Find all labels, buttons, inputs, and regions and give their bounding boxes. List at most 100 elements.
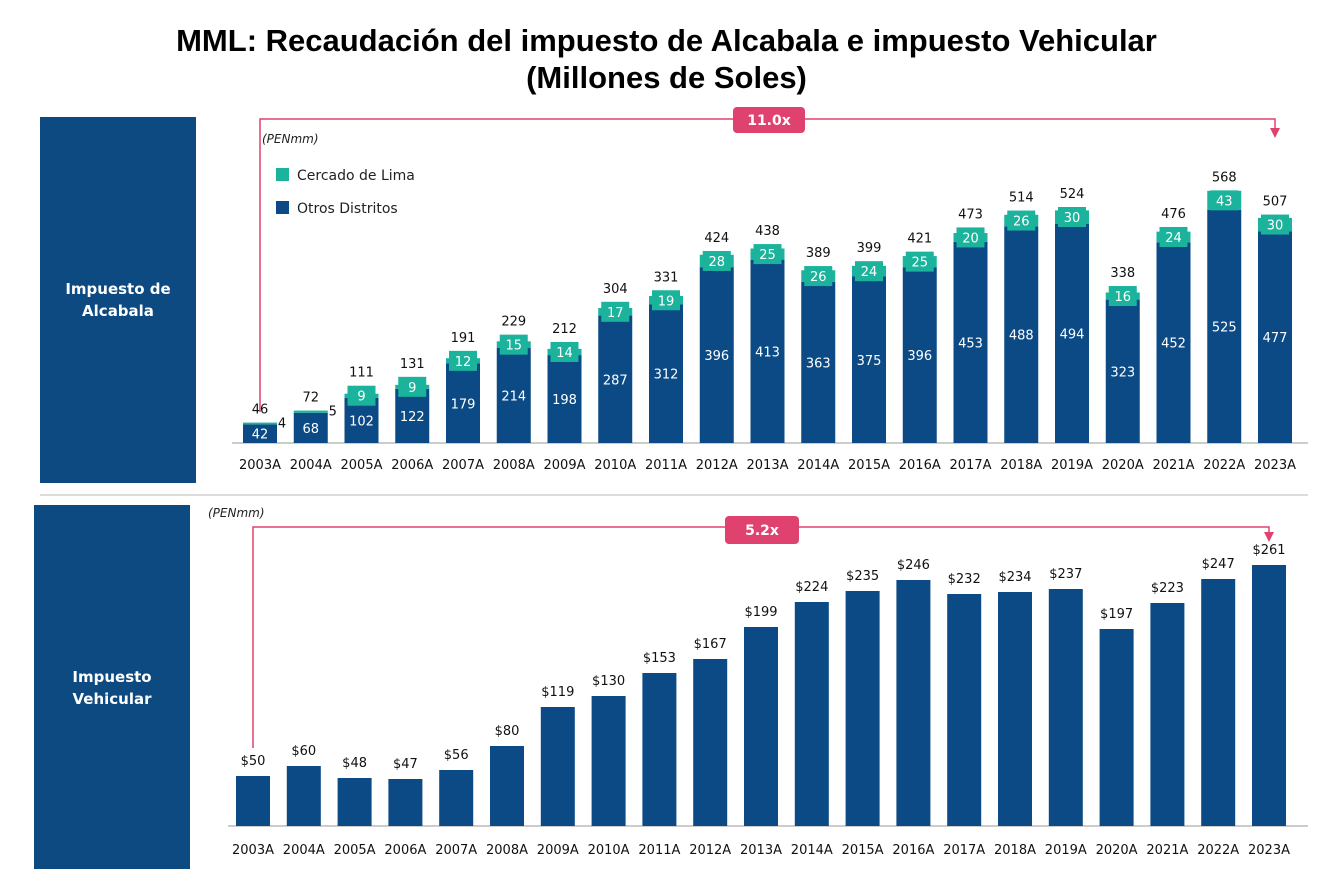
data-label-cercado: 30 bbox=[1267, 219, 1284, 234]
bar-otros-distritos bbox=[649, 304, 683, 443]
multiplier-badge-alcabala bbox=[733, 107, 805, 133]
bar-otros-distritos bbox=[496, 347, 531, 443]
data-label-otros: 68 bbox=[302, 422, 319, 437]
multiplier-label-alcabala: 11.0x bbox=[747, 113, 791, 129]
data-label-otros: 396 bbox=[907, 349, 932, 364]
bar-otros-distritos bbox=[1258, 231, 1292, 443]
data-label-cercado: 26 bbox=[810, 270, 827, 285]
bar-otros-distritos bbox=[953, 241, 988, 443]
data-label-otros: 287 bbox=[603, 373, 628, 388]
data-label-total: 46 bbox=[252, 403, 269, 418]
data-label-total: 191 bbox=[451, 331, 476, 346]
data-label-cercado: 19 bbox=[658, 294, 675, 309]
x-tick-label: 2019A bbox=[1045, 843, 1087, 858]
x-tick-label: 2013A bbox=[747, 458, 789, 473]
data-label-cercado: 24 bbox=[1165, 231, 1182, 246]
data-label-vehicular: $223 bbox=[1151, 581, 1184, 596]
legend-label-otros: Otros Distritos bbox=[297, 201, 398, 217]
data-label-cercado: 20 bbox=[962, 231, 979, 246]
x-tick-label: 2004A bbox=[290, 458, 332, 473]
data-badge-cercado bbox=[905, 251, 934, 272]
bar-vehicular bbox=[1201, 579, 1236, 826]
panel-vehicular-label: Impuesto bbox=[72, 668, 151, 686]
data-badge-cercado bbox=[499, 334, 528, 355]
x-tick-label: 2018A bbox=[994, 843, 1036, 858]
bar-vehicular bbox=[845, 591, 880, 826]
x-tick-label: 2011A bbox=[645, 458, 687, 473]
x-tick-label: 2011A bbox=[638, 843, 680, 858]
bar-vehicular bbox=[540, 707, 575, 826]
data-label-total: 473 bbox=[958, 207, 983, 222]
bar-otros-distritos bbox=[1105, 299, 1140, 443]
growth-arrowhead-vehicular bbox=[1264, 532, 1274, 542]
data-label-otros: 488 bbox=[1009, 329, 1034, 344]
data-label-cercado: 25 bbox=[759, 248, 776, 263]
data-label-otros: 525 bbox=[1212, 320, 1237, 335]
bar-otros-distritos bbox=[699, 267, 734, 443]
legend-swatch-otros bbox=[276, 201, 289, 214]
title-line-1: MML: Recaudación del impuesto de Alcabal… bbox=[176, 23, 1157, 58]
data-label-vehicular: $153 bbox=[643, 651, 676, 666]
data-label-total: 421 bbox=[907, 232, 932, 247]
growth-arrowhead-alcabala bbox=[1270, 128, 1280, 138]
x-tick-label: 2005A bbox=[341, 458, 383, 473]
page-title: MML: Recaudación del impuesto de Alcabal… bbox=[0, 22, 1333, 96]
data-label-total: 507 bbox=[1263, 195, 1288, 210]
data-badge-cercado bbox=[1108, 286, 1137, 307]
bar-otros-distritos bbox=[1004, 226, 1039, 443]
bar-otros-distritos bbox=[801, 281, 836, 443]
x-tick-label: 2023A bbox=[1254, 458, 1296, 473]
data-label-vehicular: $80 bbox=[495, 724, 520, 739]
data-label-vehicular: $60 bbox=[291, 744, 316, 759]
x-tick-label: 2014A bbox=[797, 458, 839, 473]
bar-vehicular bbox=[794, 602, 829, 826]
x-tick-label: 2018A bbox=[1000, 458, 1042, 473]
data-badge-cercado bbox=[1058, 207, 1086, 228]
data-label-vehicular: $47 bbox=[393, 757, 418, 772]
x-tick-label: 2013A bbox=[740, 843, 782, 858]
legend-swatch-cercado bbox=[276, 168, 289, 181]
legend-label-cercado: Cercado de Lima bbox=[297, 168, 415, 184]
data-label-vehicular: $50 bbox=[241, 754, 266, 769]
x-tick-label: 2015A bbox=[848, 458, 890, 473]
data-label-otros: 363 bbox=[806, 356, 831, 371]
data-label-vehicular: $235 bbox=[846, 569, 879, 584]
data-label-total: 424 bbox=[704, 231, 729, 246]
x-tick-label: 2007A bbox=[435, 843, 477, 858]
bar-vehicular bbox=[998, 592, 1032, 826]
data-label-otros: 179 bbox=[451, 397, 476, 412]
x-tick-label: 2021A bbox=[1153, 458, 1195, 473]
data-label-cercado: 12 bbox=[455, 355, 472, 370]
bar-otros-distritos bbox=[902, 267, 937, 443]
data-label-otros: 42 bbox=[252, 428, 269, 443]
data-label-vehicular: $246 bbox=[897, 558, 930, 573]
bar-vehicular bbox=[947, 594, 982, 826]
data-label-cercado: 17 bbox=[607, 306, 624, 321]
data-label-cercado: 24 bbox=[861, 265, 878, 280]
bar-vehicular bbox=[388, 779, 423, 826]
bar-otros-distritos bbox=[1055, 223, 1089, 443]
data-label-otros: 312 bbox=[654, 368, 679, 383]
x-tick-label: 2006A bbox=[384, 843, 426, 858]
x-tick-label: 2003A bbox=[239, 458, 281, 473]
bar-vehicular bbox=[642, 673, 677, 826]
data-label-otros: 323 bbox=[1110, 365, 1135, 380]
bar-otros-distritos bbox=[750, 259, 785, 443]
data-badge-cercado bbox=[652, 290, 680, 311]
data-label-total: 476 bbox=[1161, 207, 1186, 222]
x-tick-label: 2004A bbox=[283, 843, 325, 858]
data-label-otros: 494 bbox=[1060, 327, 1085, 342]
data-label-cercado: 14 bbox=[556, 346, 573, 361]
data-label-vehicular: $197 bbox=[1100, 607, 1133, 622]
data-label-cercado: 4 bbox=[278, 417, 286, 432]
data-label-vehicular: $56 bbox=[444, 748, 469, 763]
data-label-total: 568 bbox=[1212, 170, 1237, 185]
x-tick-label: 2014A bbox=[791, 843, 833, 858]
data-badge-cercado bbox=[398, 376, 427, 397]
data-label-cercado: 15 bbox=[505, 339, 522, 354]
x-tick-label: 2016A bbox=[899, 458, 941, 473]
data-badge-cercado bbox=[702, 250, 731, 271]
data-label-otros: 102 bbox=[349, 414, 374, 429]
data-label-total: 229 bbox=[501, 315, 526, 330]
data-label-cercado: 30 bbox=[1064, 211, 1081, 226]
